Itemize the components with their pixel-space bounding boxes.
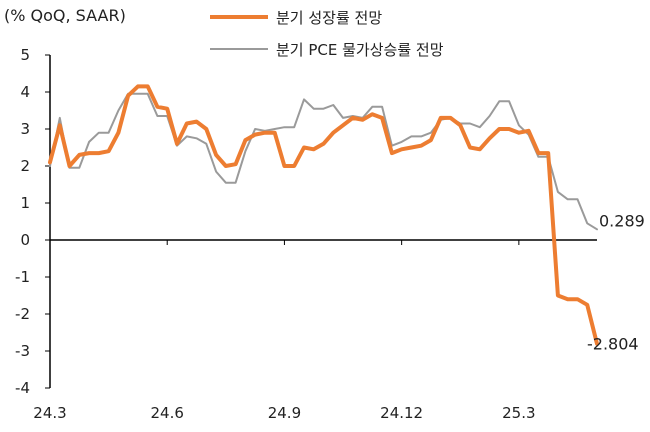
legend-swatch-pce [210, 48, 268, 50]
chart-legend: 분기 성장률 전망 분기 PCE 물가상승률 전망 [210, 4, 444, 68]
y-tick-label: -2 [15, 305, 30, 323]
x-tick-label: 24.6 [151, 404, 184, 422]
pce-forecast-line [49, 92, 598, 231]
legend-item-growth: 분기 성장률 전망 [210, 4, 444, 30]
y-tick-label: -3 [15, 342, 30, 360]
pce-end-label: 0.289 [599, 211, 645, 230]
x-tick-label: 24.12 [380, 404, 423, 422]
y-unit-label: (% QoQ, SAAR) [4, 6, 126, 25]
x-tick-label: 24.3 [33, 404, 66, 422]
growth-end-label: -2.804 [587, 335, 639, 354]
x-tick-label: 25.3 [502, 404, 535, 422]
y-tick-label: -1 [15, 268, 30, 286]
y-tick-label: 0 [20, 231, 30, 249]
growth-forecast-line [48, 84, 599, 346]
y-tick-label: 2 [20, 157, 30, 175]
y-tick-label: 3 [20, 120, 30, 138]
legend-swatch-growth [210, 15, 268, 19]
y-tick-label: 4 [20, 83, 30, 101]
y-tick-label: 1 [20, 194, 30, 212]
legend-label-pce: 분기 PCE 물가상승률 전망 [276, 40, 444, 59]
x-tick-label: 24.9 [268, 404, 301, 422]
y-tick-label: -4 [15, 379, 30, 397]
legend-item-pce: 분기 PCE 물가상승률 전망 [210, 36, 444, 62]
y-tick-label: 5 [20, 46, 30, 64]
legend-label-growth: 분기 성장률 전망 [276, 8, 383, 27]
